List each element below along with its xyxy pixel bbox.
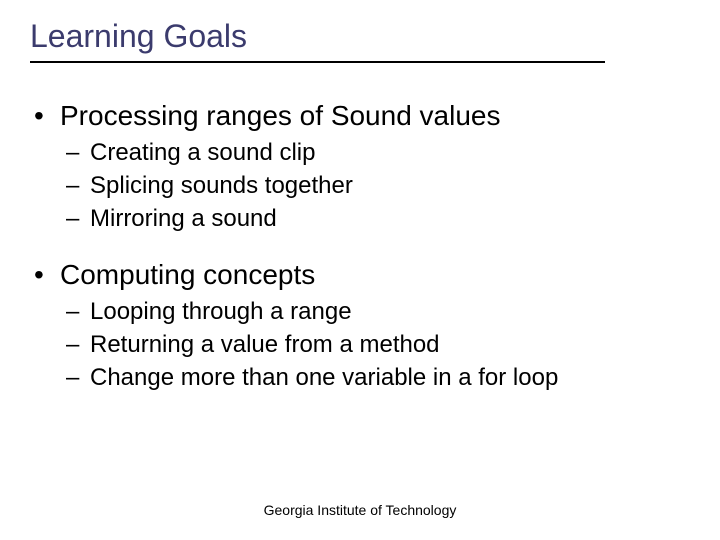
bullet-level1: Computing concepts (30, 257, 690, 292)
spacer (30, 237, 690, 251)
bullet-level2: Looping through a range (30, 296, 690, 327)
slide-body: Processing ranges of Sound values Creati… (30, 92, 690, 395)
bullet-level2: Returning a value from a method (30, 329, 690, 360)
slide: Learning Goals Processing ranges of Soun… (0, 0, 720, 540)
bullet-level2: Mirroring a sound (30, 203, 690, 234)
bullet-level2: Splicing sounds together (30, 170, 690, 201)
slide-title: Learning Goals (30, 18, 605, 63)
bullet-level2: Change more than one variable in a for l… (30, 362, 690, 393)
bullet-level1: Processing ranges of Sound values (30, 98, 690, 133)
slide-footer: Georgia Institute of Technology (0, 502, 720, 518)
bullet-level2: Creating a sound clip (30, 137, 690, 168)
